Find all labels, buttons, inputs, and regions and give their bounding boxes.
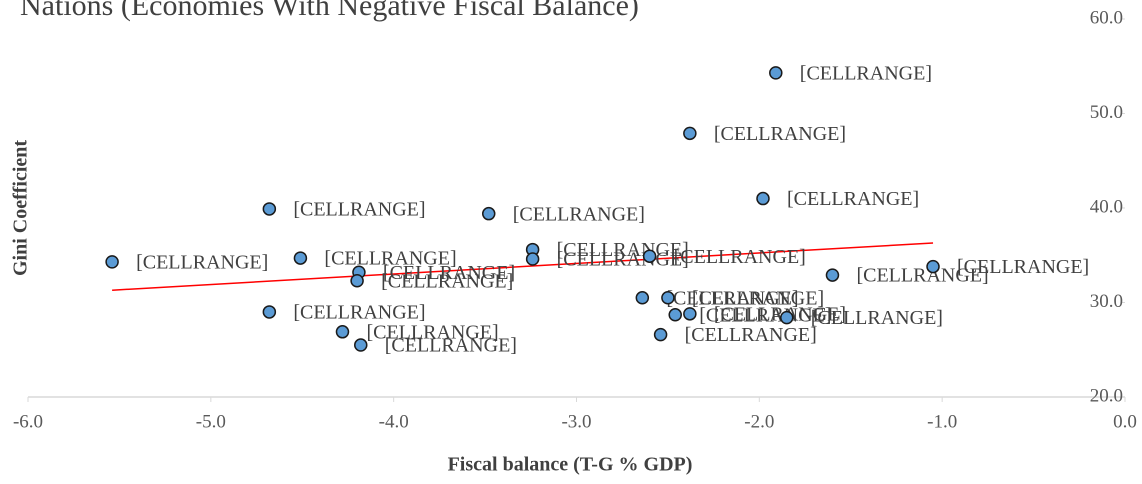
y-tick-label: 30.0 <box>1090 291 1123 312</box>
point-label: [CELLRANGE] <box>685 324 817 346</box>
point <box>780 310 794 325</box>
point <box>525 252 540 266</box>
point <box>335 325 350 339</box>
point <box>668 308 682 322</box>
x-tick-label: -2.0 <box>744 411 774 432</box>
point <box>481 206 496 221</box>
point <box>756 191 770 206</box>
point-label: [CELLRANGE] <box>385 335 517 357</box>
point-label: [CELLRANGE] <box>692 287 824 309</box>
point-label: [CELLRANGE] <box>714 303 846 325</box>
x-axis-label: Fiscal balance (T-G % GDP) <box>448 454 693 476</box>
point-label: [CELLRANGE] <box>557 249 689 271</box>
point <box>769 66 783 80</box>
y-tick-label: 60.0 <box>1090 7 1123 28</box>
point <box>825 268 840 282</box>
x-tick-label: -1.0 <box>927 411 957 432</box>
point <box>661 291 675 305</box>
chart-title: Nations (Economies With Negative Fiscal … <box>20 0 639 22</box>
point <box>683 126 697 141</box>
point-label: [CELLRANGE] <box>293 302 425 324</box>
point-label: [CELLRANGE] <box>293 199 425 221</box>
x-tick-label: -5.0 <box>196 411 226 432</box>
point-label: [CELLRANGE] <box>666 287 798 309</box>
point-label: [CELLRANGE] <box>856 265 988 287</box>
point-label: [CELLRANGE] <box>381 270 513 292</box>
point <box>926 259 940 274</box>
point-label: [CELLRANGE] <box>383 262 515 284</box>
point <box>642 249 657 263</box>
point <box>354 338 368 352</box>
x-tick-label: -3.0 <box>561 411 591 432</box>
y-axis-label: Gini Coefficient <box>10 140 32 276</box>
x-tick-label: -4.0 <box>379 411 409 432</box>
point-label: [CELLRANGE] <box>811 307 943 329</box>
y-tick-label: 40.0 <box>1090 196 1123 217</box>
point-label: [CELLRANGE] <box>957 256 1089 278</box>
y-tick-label: 20.0 <box>1090 385 1123 406</box>
point-label: [CELLRANGE] <box>513 203 645 225</box>
point <box>293 251 308 265</box>
point <box>653 327 668 342</box>
point-label: [CELLRANGE] <box>136 251 268 273</box>
point-label: [CELLRANGE] <box>787 188 919 210</box>
x-tick-label: 0.0 <box>1113 411 1137 432</box>
point-label: [CELLRANGE] <box>800 62 932 84</box>
point-label: [CELLRANGE] <box>366 321 498 343</box>
point-label: [CELLRANGE] <box>324 248 456 270</box>
point-label: [CELLRANGE] <box>674 246 806 268</box>
point <box>262 305 277 319</box>
trendline <box>112 242 934 291</box>
point <box>262 202 277 216</box>
x-tick-label: -6.0 <box>13 411 43 432</box>
point <box>105 255 119 269</box>
y-tick-label: 50.0 <box>1090 102 1123 123</box>
point-label: [CELLRANGE] <box>714 123 846 145</box>
point <box>635 291 650 305</box>
point <box>350 274 364 288</box>
point-label: [CELLRANGE] <box>699 304 831 326</box>
point <box>683 307 697 321</box>
